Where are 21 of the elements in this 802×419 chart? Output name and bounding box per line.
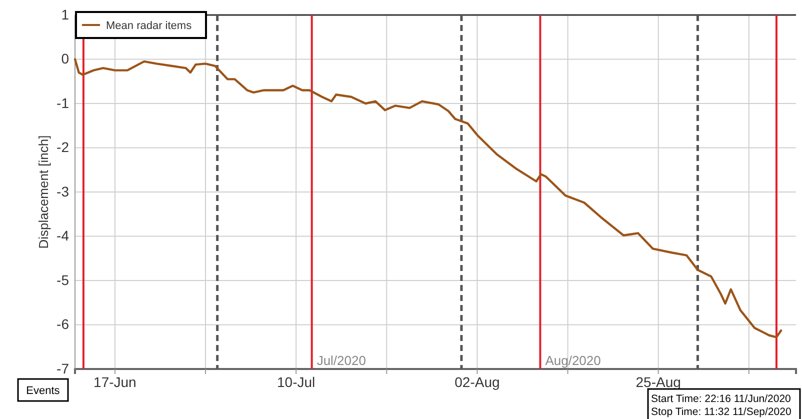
y-tick-label: -2: [56, 139, 70, 156]
y-axis-title: Displacement [inch]: [36, 135, 51, 249]
ref-line-label: Aug/2020: [545, 353, 601, 368]
y-tick-label: -6: [56, 316, 70, 332]
y-tick-label: -3: [56, 183, 70, 200]
y-tick-label: 1: [61, 6, 70, 22]
y-tick-label: -5: [56, 272, 70, 288]
line-series: [74, 58, 782, 338]
text: Stop Time: 11:32 11/Sep/2020: [651, 406, 792, 418]
ref-line-label: Jul/2020: [316, 353, 366, 368]
y-tick-label: -1: [56, 94, 70, 111]
y-tick-label: -7: [56, 360, 70, 376]
text: Start Time: 22:16 11/Jun/2020: [651, 393, 792, 405]
x-tick-label: 02-Aug: [454, 374, 500, 390]
x-tick-label: 10-Jul: [277, 374, 316, 390]
x-tick-label: 17-Jun: [94, 374, 136, 390]
y-tick-label: 0: [61, 50, 70, 67]
y-tick-label: -4: [56, 228, 70, 244]
text: Events: [26, 385, 60, 397]
x-tick-label: 25-Aug: [636, 374, 681, 390]
legend-label: Mean radar items: [106, 20, 192, 32]
